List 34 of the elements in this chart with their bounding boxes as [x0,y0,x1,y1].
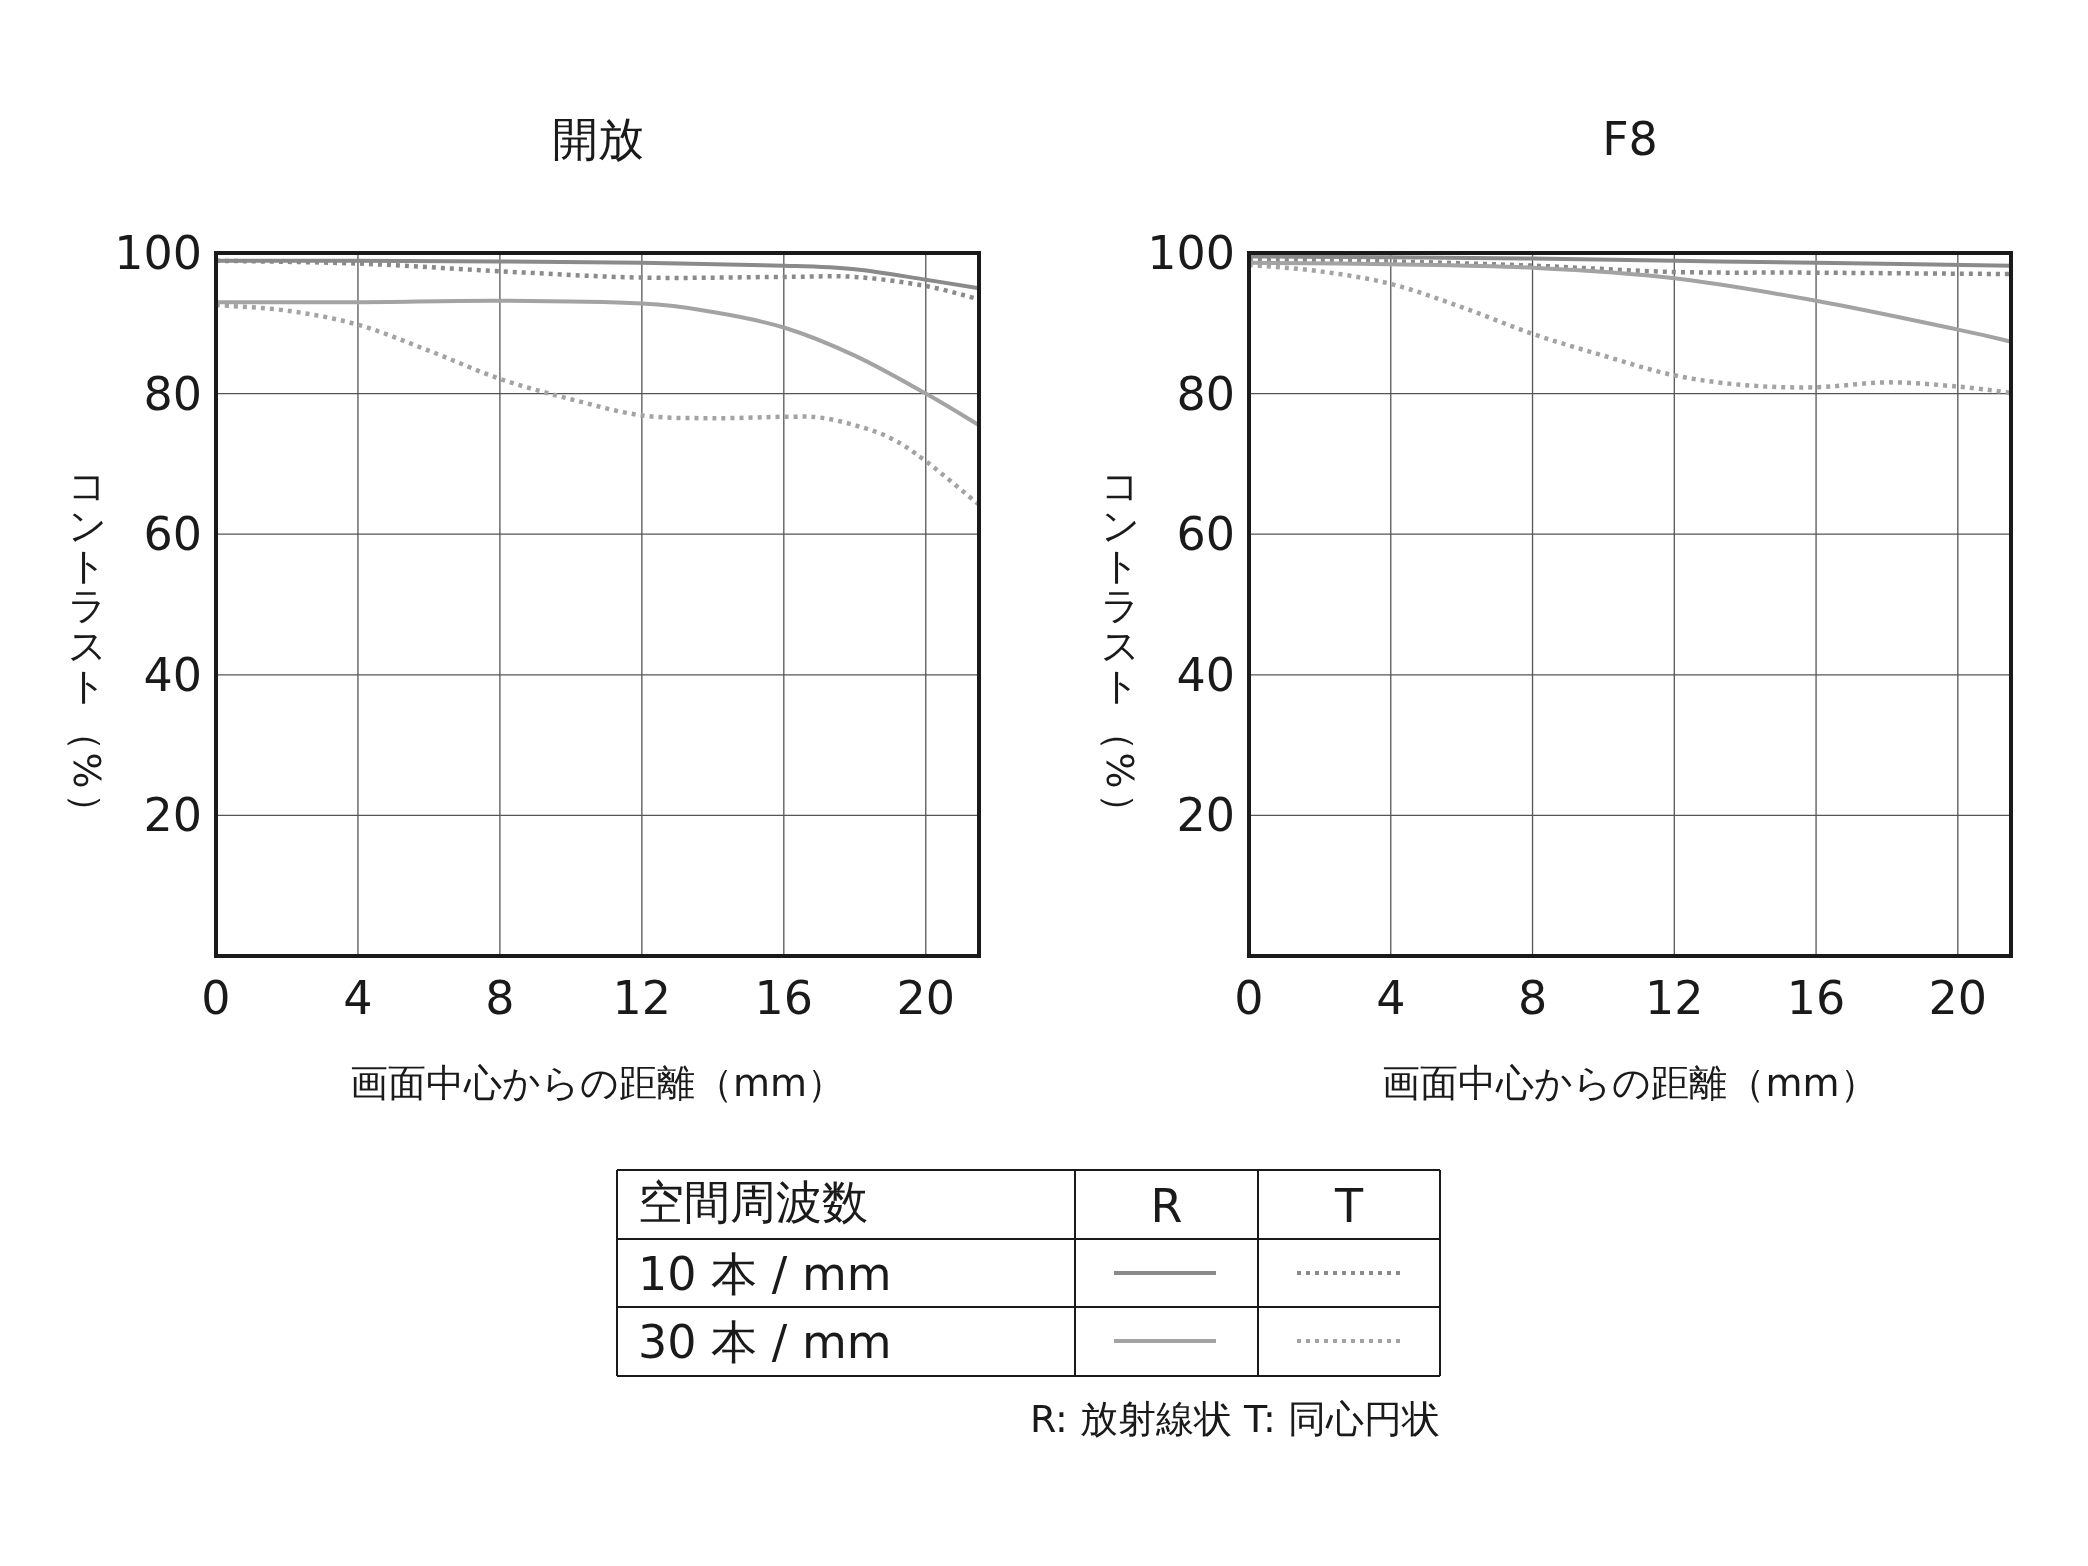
x-tick-label: 4 [343,971,373,1025]
x-axis-title: 画面中心からの距離（mm） [1382,1061,1878,1105]
y-tick-label: 40 [143,647,202,702]
x-tick-label: 20 [896,971,956,1025]
y-tick-label: 40 [1176,647,1235,702]
x-tick-label: 0 [201,971,231,1025]
x-axis-title: 画面中心からの距離（mm） [349,1061,846,1105]
y-tick-label: 20 [143,788,202,843]
x-tick-label: 20 [1928,971,1988,1025]
x-tick-label: 4 [1376,971,1406,1025]
x-tick-label: 16 [754,971,814,1025]
text: 空間周波数 [638,1175,868,1229]
y-tick-label: 100 [1147,226,1235,280]
text: 10 本 / mm [638,1247,892,1301]
x-tick-label: 8 [1517,971,1548,1025]
x-tick-label: 12 [1645,971,1704,1025]
y-tick-label: 20 [1176,788,1235,843]
chart-title: F8 [1602,112,1658,166]
y-tick-label: 60 [1176,507,1235,562]
text: T [1333,1179,1364,1233]
chart-title: 開放 [551,112,644,166]
y-axis-title: コントラスト（%） [65,463,109,831]
y-tick-label: 80 [143,366,202,421]
y-axis-title: コントラスト（%） [1098,463,1142,831]
x-tick-label: 16 [1786,971,1846,1025]
x-tick-label: 12 [612,971,672,1025]
text: R [1150,1179,1183,1233]
y-tick-label: 60 [143,507,202,562]
x-tick-label: 8 [485,971,515,1025]
text: 30 本 / mm [638,1315,892,1369]
y-tick-label: 80 [1176,366,1235,421]
x-tick-label: 0 [1234,971,1264,1025]
text: R: 放射線状 T: 同心円状 [1029,1397,1440,1441]
y-tick-label: 100 [114,226,202,280]
